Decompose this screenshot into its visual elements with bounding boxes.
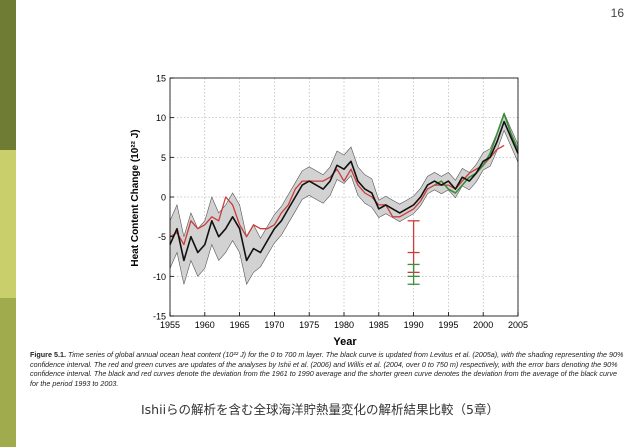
y-axis-label-main: Heat Content Change (10²² J) xyxy=(130,129,141,266)
x-tick-label: 1960 xyxy=(195,320,215,330)
caption-label: Figure 5.1. xyxy=(30,350,66,359)
x-tick-label: 1980 xyxy=(334,320,354,330)
x-tick-label: 2005 xyxy=(508,320,528,330)
y-tick-label: 0 xyxy=(161,193,166,203)
series-line-red xyxy=(169,144,505,246)
x-tick-label: 1965 xyxy=(230,320,250,330)
x-tick-label: 2000 xyxy=(473,320,493,330)
x-tick-label: 1985 xyxy=(369,320,389,330)
x-tick-label: 1970 xyxy=(264,320,284,330)
error-bars xyxy=(407,220,420,285)
y-tick-label: -15 xyxy=(153,312,166,322)
x-ticks: 1955 1960 1965 1970 1975 1980 1985 1990 1995 2000… xyxy=(160,312,528,330)
page-number: 16 xyxy=(610,6,624,20)
side-bar-dark xyxy=(0,0,16,150)
x-tick-label: 1955 xyxy=(160,320,180,330)
x-tick-label: 1995 xyxy=(438,320,458,330)
y-ticks: -15 -10 -5 0 5 10 15 xyxy=(153,74,174,322)
y-tick-label: 15 xyxy=(156,74,166,84)
side-bar-light xyxy=(0,150,16,298)
series-layer xyxy=(169,112,519,262)
x-tick-label: 1975 xyxy=(299,320,319,330)
y-axis-label: Heat Content Change (10²² J) xyxy=(130,129,141,266)
x-tick-label: 1990 xyxy=(404,320,424,330)
y-tick-label: 5 xyxy=(161,153,166,163)
grid xyxy=(169,77,519,317)
y-tick-label: -5 xyxy=(158,232,166,242)
y-tick-label: -10 xyxy=(153,272,166,282)
caption-text: Time series of global annual ocean heat … xyxy=(30,350,624,388)
x-axis-label: Year xyxy=(333,336,357,348)
series-line-black xyxy=(169,120,519,262)
figure-caption: Figure 5.1. Time series of global annual… xyxy=(30,350,626,388)
slide-subtitle: Ishiiらの解析を含む全球海洋貯熱量変化の解析結果比較（5章） xyxy=(140,402,500,417)
side-bar-mid xyxy=(0,298,16,447)
y-tick-label: 10 xyxy=(156,113,166,123)
